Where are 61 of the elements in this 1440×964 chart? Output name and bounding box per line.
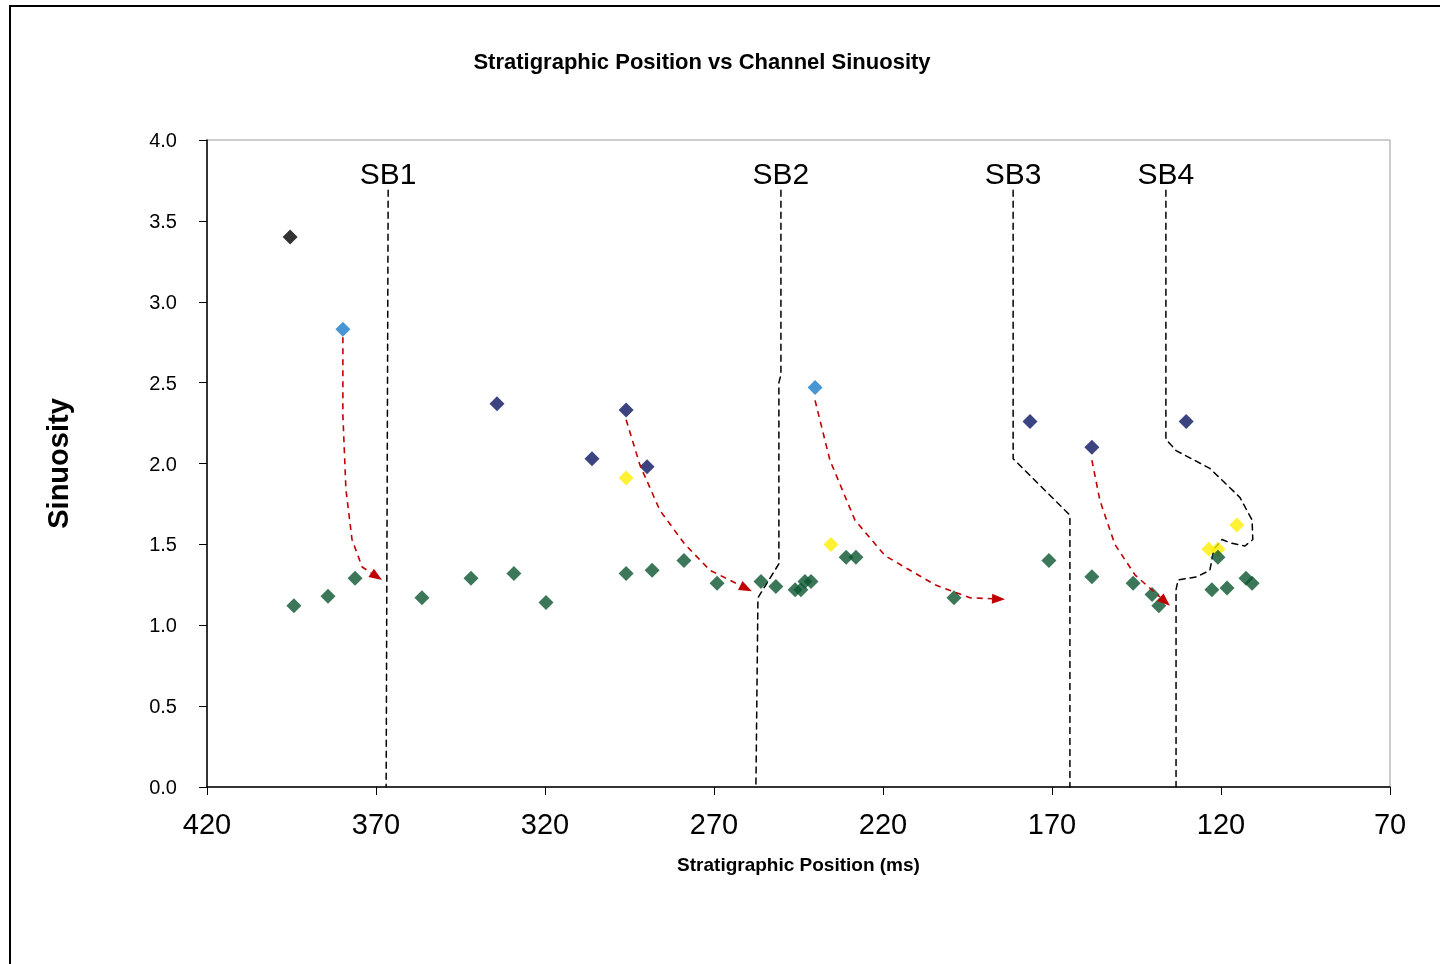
point (489, 396, 505, 412)
point (644, 562, 660, 578)
point (639, 459, 655, 475)
point (463, 570, 479, 586)
point (753, 574, 769, 590)
point (286, 598, 302, 614)
y-tick-label: 3.5 (149, 209, 177, 232)
point (1022, 413, 1038, 429)
point (1144, 587, 1160, 603)
x-tick-label: 270 (689, 807, 739, 840)
point (1210, 549, 1226, 565)
x-tick-label: 120 (1196, 807, 1246, 840)
point (1125, 575, 1141, 591)
point (768, 578, 784, 594)
point (1041, 553, 1057, 569)
series-label: SB3 (984, 156, 1042, 190)
point (414, 590, 430, 606)
point (618, 402, 634, 418)
series-label: SB2 (752, 156, 810, 190)
point (1178, 413, 1194, 429)
x-tick-label: 70 (1373, 807, 1407, 840)
series-label: SB4 (1137, 156, 1195, 190)
y-tick-label: 2.5 (149, 371, 177, 394)
y-tick-label: 0.5 (149, 695, 177, 718)
point (1229, 517, 1245, 533)
y-tick-label: 3.0 (149, 290, 177, 313)
point (848, 549, 864, 565)
series-label: SB1 (359, 156, 417, 190)
y-axis-title: Sinuosity (41, 398, 74, 529)
point (803, 574, 819, 590)
point (1244, 575, 1260, 591)
point (709, 575, 725, 591)
y-tick-label: 4.0 (149, 129, 177, 151)
x-tick-label: 170 (1027, 807, 1077, 840)
point (584, 451, 600, 467)
y-tick-label: 2.0 (149, 452, 177, 475)
x-tick-label: 420 (182, 807, 232, 840)
point (335, 321, 351, 337)
y-tick-label: 0.0 (149, 776, 177, 798)
point (538, 595, 554, 611)
point (618, 565, 634, 581)
y-tick-label: 1.5 (149, 533, 177, 556)
point (1219, 580, 1235, 596)
y-tick-label: 1.0 (149, 614, 177, 637)
point (320, 588, 336, 604)
x-tick-label: 370 (351, 807, 401, 840)
point (946, 590, 962, 606)
point (618, 470, 634, 486)
x-tick-label: 320 (520, 807, 570, 840)
chart-title: Stratigraphic Position vs Channel Sinuosity (473, 48, 932, 74)
point (676, 553, 692, 569)
x-axis-title: Stratigraphic Position (ms) (677, 854, 920, 875)
point (823, 536, 839, 552)
point (1084, 439, 1100, 455)
point (282, 229, 298, 245)
point (506, 565, 522, 581)
x-tick-label: 220 (858, 807, 908, 840)
point (1084, 569, 1100, 585)
point (347, 570, 363, 586)
point (807, 379, 823, 395)
point (1204, 582, 1220, 598)
